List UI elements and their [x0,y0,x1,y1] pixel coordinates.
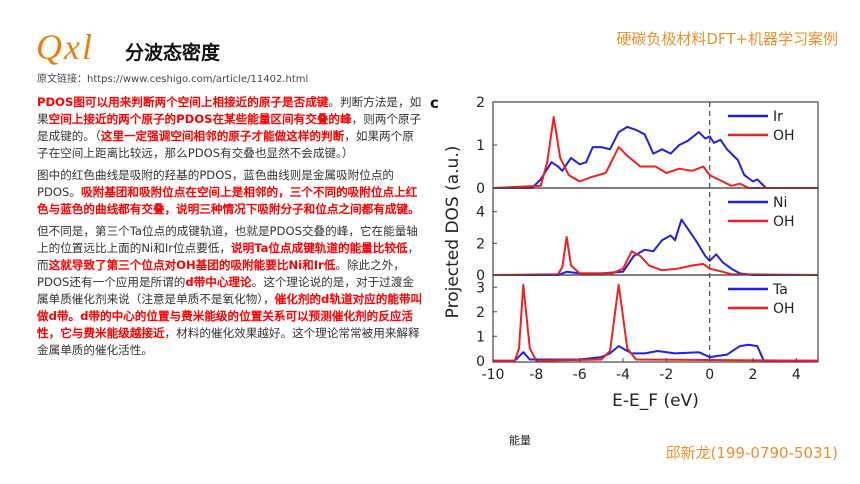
paragraph: 但不同是，第三个Ta位点的成键轨道，也就是PDOS交叠的峰，它在能量轴上的位置远… [37,223,423,359]
panel-frame [492,101,819,189]
text-segment: 图中的红色曲线是吸附的羟基的PDOS，蓝色曲线则是金属吸附位点的PDOS。 [37,168,395,199]
y-tick-label: 4 [476,205,485,221]
series-line-oh [492,236,819,276]
y-tick-label: 2 [476,236,485,252]
paragraph: 图中的红色曲线是吸附的羟基的PDOS，蓝色曲线则是金属吸附位点的PDOS。吸附基… [37,167,423,218]
panel-frame [492,187,819,276]
highlight-text: 空间上接近的两个原子的PDOS在某些能量区间有交叠的峰 [48,112,352,126]
legend-label: Ni [773,195,787,211]
logo: Qxl [36,27,94,67]
x-axis-label: E-E_F (eV) [612,391,699,411]
highlight-text: 这就导致了第三个位点对OH基团的吸附能要比Ni和Ir低 [48,258,336,272]
highlight-text: d带中心理论 [185,275,252,289]
x-tick-label: -2 [659,367,673,383]
y-tick-label: 1 [476,329,485,345]
pdos-chart: c 0 1 2 Ir OH 0 2 4 Ni OH 0 1 2 3 Ta OH -10 -8 -6 -4 -2 0 2 4 E-E… [430,94,819,411]
highlight-text: 说明Ta位点成键轨道的能量比较低 [231,241,408,255]
text-segment: ，则两个原子是成键的。（ [37,112,422,143]
panel-label: c [430,94,439,112]
legend-label: OH [773,128,795,144]
series-line-ta [493,343,818,362]
text-segment: 。判断方法是，如果 [37,95,422,126]
series-tagline: 硬碳负极材料DFT+机器学习案例 [616,30,838,48]
y-axis-label: Projected DOS (a.u.) [443,146,463,319]
y-tick-label: 2 [476,95,485,111]
series-line-oh [493,283,819,362]
x-tick-label: 0 [705,367,714,383]
y-tick-label: 2 [476,305,485,321]
series-line-oh [492,116,818,189]
x-tick-label: -10 [482,367,505,383]
text-segment: 。这个理论说的是，对于过渡金属单质催化剂来说（注意是单质不是氧化物）， [37,275,414,306]
series-line-ni [493,218,818,276]
legend-label: Ir [773,109,783,125]
text-segment: 。除此之外，PDOS还有一个应用是所谓的 [37,258,405,289]
x-tick-label: -8 [529,367,543,383]
panel-frame [492,274,819,363]
legend-label: OH [773,214,795,230]
highlight-text: PDOS图可以用来判断两个空间上相接近的原子是否成键 [37,95,329,109]
source-link[interactable]: 原文链接：https://www.ceshigo.com/article/114… [37,74,309,85]
highlight-text: 吸附基团和吸附位点在空间上是相邻的，三个不同的吸附位点上红色与蓝色的曲线都有交叠… [37,185,420,216]
text-segment: ，而 [37,241,420,272]
paragraph: PDOS图可以用来判断两个空间上相接近的原子是否成键。判断方法是，如果空间上接近… [37,94,423,162]
y-tick-label: 0 [476,181,485,197]
x-tick-label: 4 [792,367,801,383]
legend-label: OH [773,301,795,317]
y-tick-label: 0 [476,354,485,370]
text-segment: 但不同是，第三个Ta位点的成键轨道，也就是PDOS交叠的峰，它在能量轴上的位置远… [37,224,418,255]
explanation-text: PDOS图可以用来判断两个空间上相接近的原子是否成键。判断方法是，如果空间上接近… [37,94,423,364]
y-tick-label: 1 [476,138,485,154]
x-tick-label: -4 [616,367,630,383]
y-tick-label: 0 [476,268,485,284]
x-tick-label: -6 [573,367,587,383]
legend-label: Ta [772,282,788,298]
highlight-text: 催化剂的d轨道对应的能带叫做d带。d带的中心的位置与费米能级的位置关系可以预测催… [37,292,423,340]
highlight-text: 这里一定强调空间相邻的原子才能做这样的判断 [100,129,345,143]
page-title: 分波态密度 [125,42,221,64]
chart-caption: 能量 [509,434,531,447]
text-segment: ，如果两个原子在空间上距离比较远，那么PDOS有交叠也显然不会成键。） [37,129,414,160]
contact-info: 邱新龙(199-0790-5031) [665,444,838,462]
x-tick-label: 2 [749,367,758,383]
text-segment: ，材料的催化效果越好。这个理论常常被用来解释金属单质的催化活性。 [37,326,420,357]
y-tick-label: 3 [476,280,485,296]
